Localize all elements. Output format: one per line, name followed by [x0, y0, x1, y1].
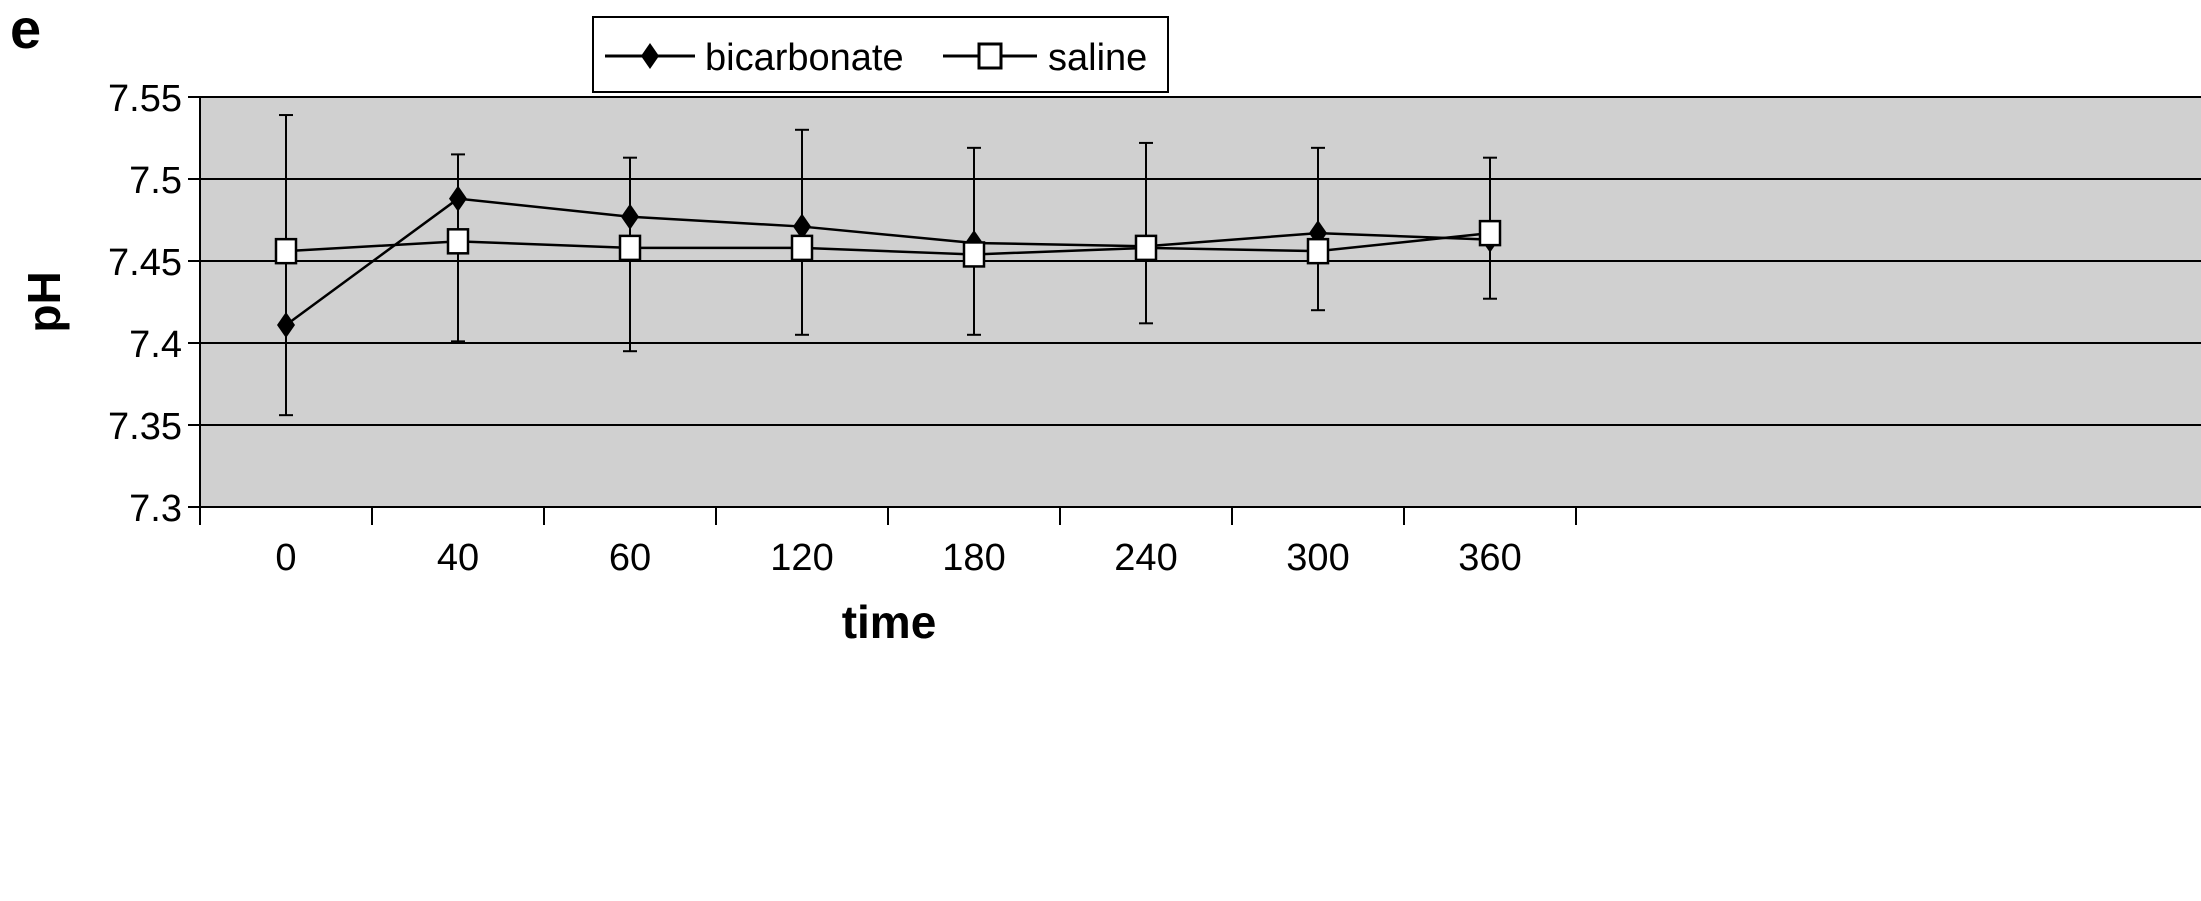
legend-bicarbonate-diamond-icon — [641, 43, 659, 69]
panel-label: e — [10, 0, 41, 60]
data-point-saline — [1134, 234, 1158, 262]
data-point-saline — [446, 228, 470, 255]
y-tick-label: 7.4 — [129, 324, 182, 366]
series-lines — [285, 197, 1491, 326]
y-tick-label: 7.45 — [108, 242, 182, 284]
data-point-bicarbonate — [449, 185, 467, 212]
plot-area — [200, 97, 2201, 507]
y-tick-label: 7.35 — [108, 406, 182, 448]
y-tick-label: 7.5 — [129, 160, 182, 202]
data-point-saline — [790, 234, 814, 262]
x-tick-label: 0 — [275, 537, 296, 579]
legend-bicarbonate-label: bicarbonate — [705, 37, 904, 79]
y-axis-label: pH — [18, 271, 70, 332]
x-tick-label: 40 — [437, 537, 479, 579]
x-tick-label: 360 — [1458, 537, 1521, 579]
axes — [188, 96, 2201, 525]
series-markers — [274, 185, 1502, 338]
x-tick-labels: 0 40 60 120 180 240 300 360 — [275, 537, 1521, 579]
data-point-bicarbonate — [277, 311, 295, 338]
legend: bicarbonate saline — [592, 16, 1169, 93]
x-tick-label: 180 — [942, 537, 1005, 579]
data-point-saline — [618, 234, 642, 262]
series-line-saline — [285, 231, 1491, 256]
y-tick-label: 7.55 — [108, 78, 182, 120]
gridlines — [200, 96, 2201, 426]
y-tick-label: 7.3 — [129, 488, 182, 530]
legend-saline-label: saline — [1048, 37, 1147, 79]
y-tick-labels: 7.3 7.35 7.4 7.45 7.5 7.55 — [108, 78, 182, 530]
legend-saline-square-icon — [977, 42, 1003, 70]
data-point-bicarbonate — [793, 213, 811, 240]
x-tick-label: 300 — [1286, 537, 1349, 579]
series-line-bicarbonate — [285, 197, 1491, 326]
data-point-saline — [1478, 219, 1502, 247]
x-tick-label: 60 — [609, 537, 651, 579]
x-tick-label: 120 — [770, 537, 833, 579]
data-point-bicarbonate — [621, 203, 639, 230]
x-tick-label: 240 — [1114, 537, 1177, 579]
data-point-saline — [1306, 237, 1330, 265]
data-point-saline — [274, 237, 298, 265]
data-point-saline — [962, 241, 986, 268]
x-axis-label: time — [842, 596, 937, 648]
